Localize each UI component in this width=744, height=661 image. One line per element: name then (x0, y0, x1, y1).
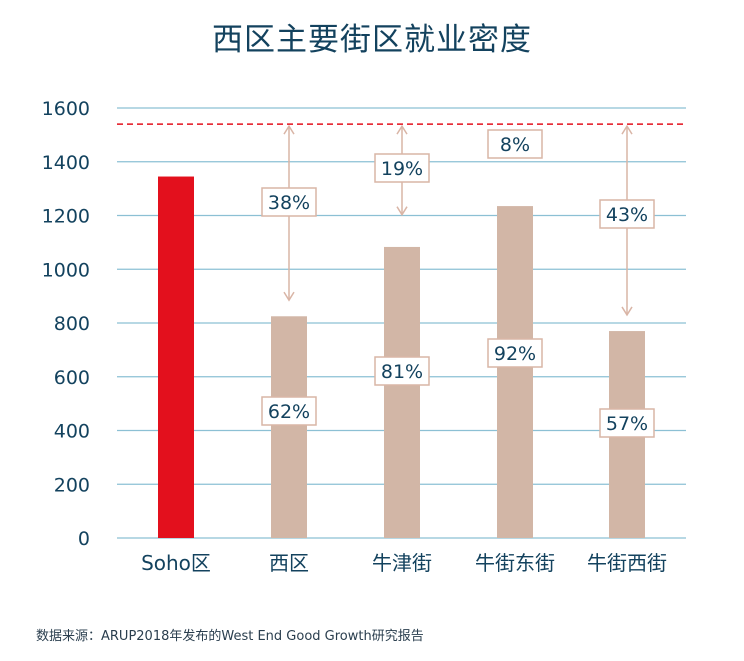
x-tick-label: Soho区 (141, 551, 211, 575)
gap-label: 8% (500, 134, 530, 156)
y-tick-label: 800 (54, 313, 90, 335)
gap-label-box (599, 199, 655, 229)
in-bar-label-box (261, 396, 317, 426)
source-note: 数据来源：ARUP2018年发布的West End Good Growth研究报… (36, 629, 424, 644)
y-tick-label: 400 (54, 421, 90, 443)
y-tick-label: 1400 (42, 152, 90, 174)
in-bar-label-box (487, 338, 543, 368)
x-tick-label: 牛津街 (372, 551, 432, 575)
arrow-head-down (621, 306, 633, 317)
arrow-head-down (283, 291, 295, 302)
bar (271, 316, 307, 538)
x-tick-label: 西区 (269, 551, 309, 575)
arrow-head-up (621, 124, 633, 135)
gap-label-box (487, 129, 543, 159)
arrow-head-up (396, 124, 408, 135)
arrow-head-up (283, 124, 295, 135)
x-tick-label: 牛街东街 (475, 551, 555, 575)
gap-label: 38% (268, 192, 310, 214)
x-tick-label: 牛街西街 (587, 551, 667, 575)
gap-label-box (374, 153, 430, 183)
chart-title: 西区主要街区就业密度 (212, 22, 532, 58)
in-bar-label: 92% (494, 343, 536, 365)
gap-label: 43% (606, 204, 648, 226)
in-bar-label: 57% (606, 413, 648, 435)
in-bar-label: 62% (268, 401, 310, 423)
y-tick-label: 0 (78, 528, 90, 550)
y-tick-label: 1600 (42, 98, 90, 120)
in-bar-label-box (374, 356, 430, 386)
in-bar-label-box (599, 408, 655, 438)
gap-label: 19% (381, 158, 423, 180)
y-tick-label: 1200 (42, 206, 90, 228)
arrow-head-down (396, 206, 408, 217)
bar (497, 206, 533, 538)
y-tick-label: 600 (54, 367, 90, 389)
y-tick-label: 200 (54, 474, 90, 496)
bar (384, 246, 420, 538)
bar (158, 176, 194, 538)
y-tick-label: 1000 (42, 259, 90, 281)
in-bar-label: 81% (381, 361, 423, 383)
gap-label-box (261, 187, 317, 217)
